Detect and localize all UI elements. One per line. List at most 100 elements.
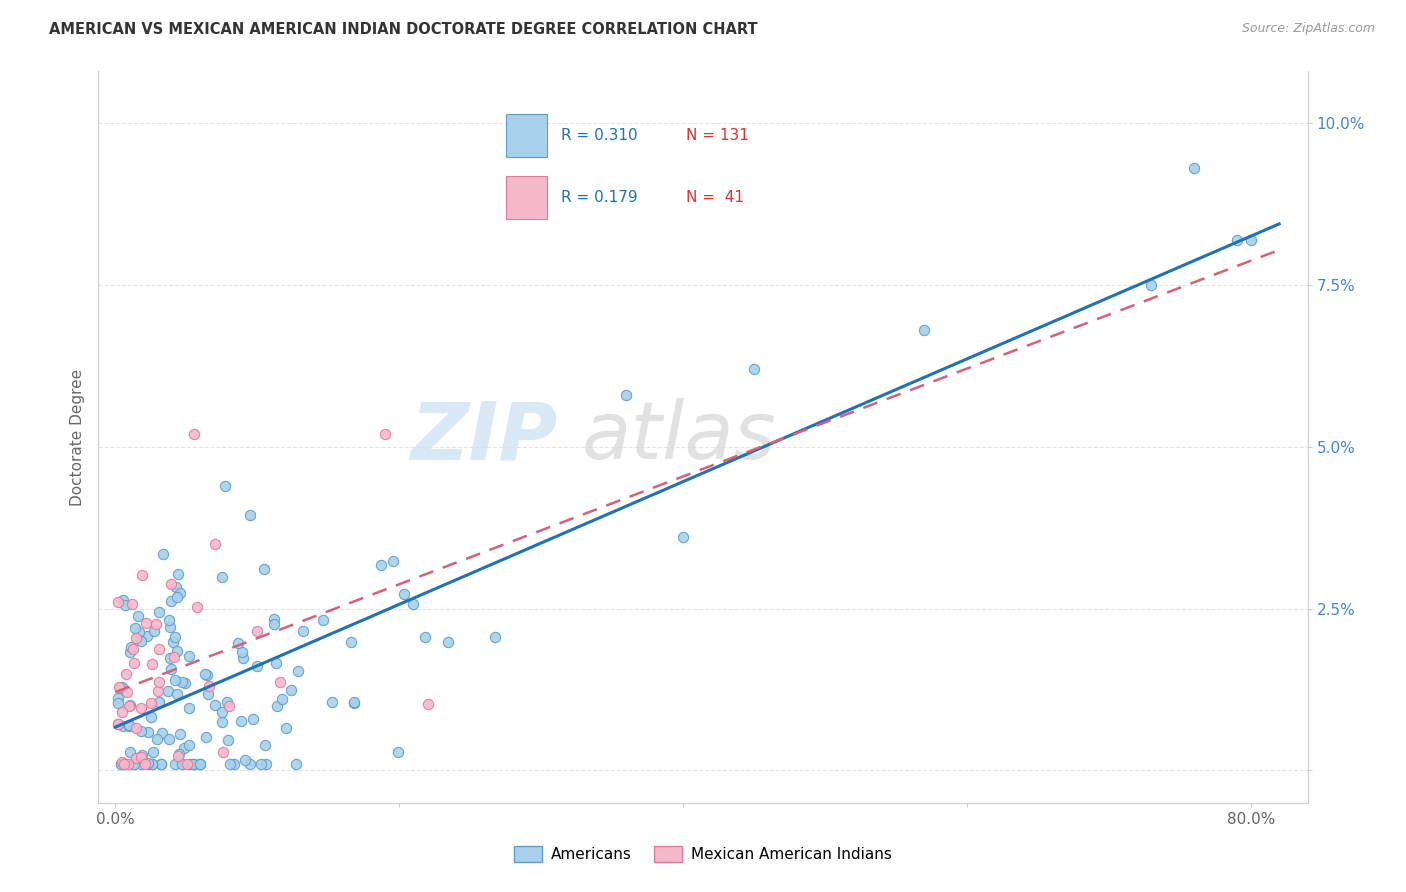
Point — [254, 739, 277, 753]
Point — [121, 597, 143, 611]
Point — [108, 681, 131, 696]
Point — [163, 649, 186, 664]
Point — [145, 617, 167, 632]
Point — [118, 745, 141, 759]
Point — [166, 687, 188, 701]
Point — [111, 756, 134, 770]
Point — [135, 629, 157, 643]
Point — [118, 698, 141, 713]
Point — [117, 756, 139, 771]
Point — [672, 530, 695, 544]
Point — [437, 635, 460, 649]
Point — [195, 730, 218, 744]
Point — [343, 695, 366, 709]
Point — [291, 624, 314, 639]
Point — [131, 567, 153, 582]
Point — [392, 586, 415, 600]
Point — [163, 673, 186, 687]
Point — [285, 756, 308, 771]
Text: AMERICAN VS MEXICAN AMERICAN INDIAN DOCTORATE DEGREE CORRELATION CHART: AMERICAN VS MEXICAN AMERICAN INDIAN DOCT… — [49, 22, 758, 37]
Point — [197, 687, 219, 701]
Point — [167, 566, 190, 581]
Point — [136, 756, 159, 770]
Point — [107, 690, 129, 705]
Point — [125, 751, 148, 765]
Point — [179, 738, 201, 752]
Point — [287, 664, 309, 678]
Point — [157, 613, 180, 627]
Point — [186, 599, 208, 614]
Point — [254, 756, 277, 771]
Point — [252, 562, 274, 576]
Point — [166, 749, 188, 764]
Point — [382, 554, 405, 568]
Point — [121, 641, 143, 656]
Point — [107, 716, 129, 731]
Point — [264, 656, 287, 670]
Legend: Americans, Mexican American Indians: Americans, Mexican American Indians — [508, 839, 898, 868]
Point — [188, 756, 211, 771]
Point — [111, 756, 134, 771]
Text: Source: ZipAtlas.com: Source: ZipAtlas.com — [1241, 22, 1375, 36]
Point — [146, 731, 169, 746]
Point — [204, 537, 226, 551]
Point — [165, 756, 187, 771]
Point — [742, 362, 765, 376]
Point — [111, 680, 134, 694]
Point — [150, 756, 173, 771]
Point — [217, 733, 239, 747]
Point — [169, 585, 191, 599]
Point — [912, 323, 935, 337]
Point — [239, 756, 262, 771]
Point — [148, 684, 170, 698]
Point — [269, 674, 291, 689]
Point — [122, 756, 145, 771]
Point — [118, 719, 141, 733]
Point — [160, 576, 183, 591]
Point — [131, 724, 153, 739]
Point — [118, 698, 141, 713]
Point — [166, 590, 188, 604]
Point — [135, 616, 157, 631]
Point — [127, 608, 149, 623]
Point — [138, 756, 160, 771]
Point — [222, 756, 245, 771]
Point — [217, 695, 239, 709]
Point — [271, 691, 294, 706]
Point — [165, 630, 187, 644]
Point — [233, 753, 256, 767]
Point — [125, 721, 148, 735]
Point — [198, 679, 221, 693]
Point — [149, 756, 172, 771]
Point — [242, 713, 264, 727]
Point — [134, 756, 156, 771]
Point — [118, 718, 141, 732]
Point — [152, 547, 174, 561]
Point — [107, 717, 129, 731]
Point — [311, 613, 333, 627]
Point — [204, 698, 226, 712]
Point — [250, 756, 273, 771]
Point — [150, 725, 173, 739]
Point — [173, 676, 195, 690]
Point — [131, 756, 153, 771]
Point — [159, 594, 181, 608]
Point — [124, 631, 146, 645]
Point — [166, 644, 188, 658]
Point — [266, 699, 288, 714]
Point — [148, 605, 170, 619]
Point — [122, 656, 145, 670]
Point — [263, 617, 285, 632]
Point — [1182, 161, 1205, 176]
Point — [166, 580, 188, 594]
Point — [214, 479, 236, 493]
Point — [107, 696, 129, 710]
Point — [120, 645, 142, 659]
Point — [112, 718, 135, 732]
Y-axis label: Doctorate Degree: Doctorate Degree — [69, 368, 84, 506]
Point — [111, 705, 134, 719]
Point — [148, 695, 170, 709]
Point — [141, 756, 163, 771]
Point — [120, 640, 142, 655]
Point — [239, 508, 262, 522]
